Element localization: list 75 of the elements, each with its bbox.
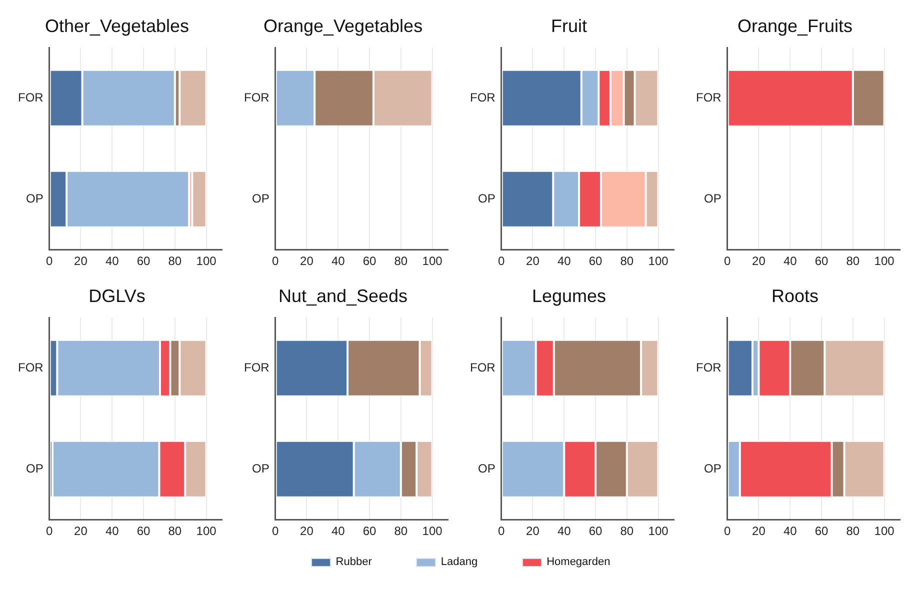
x-tick-label: 20: [300, 254, 314, 268]
y-tick-label: OP: [26, 461, 44, 476]
x-tick-label: 20: [74, 524, 88, 538]
x-tick-label: 40: [331, 524, 346, 538]
legend-label: Rubber: [336, 556, 372, 568]
x-tick-label: 60: [814, 254, 829, 268]
x-tick-label: 40: [557, 524, 572, 538]
x-tick-label: 80: [168, 254, 182, 268]
y-tick-label: OP: [704, 461, 722, 476]
x-tick-label: 60: [136, 254, 151, 268]
x-tick-label: 40: [783, 254, 798, 268]
x-tick-label: 40: [105, 524, 120, 538]
y-tick-label: OP: [252, 191, 270, 206]
x-tick-label: 100: [196, 524, 217, 538]
legend-label: Ladang: [440, 556, 478, 568]
y-tick-label: OP: [478, 461, 496, 476]
y-tick-label: FOR: [696, 90, 722, 104]
y-tick-label: OP: [704, 191, 722, 206]
x-tick-label: 0: [724, 254, 731, 268]
x-tick-label: 0: [498, 254, 505, 268]
x-tick-label: 0: [46, 254, 53, 268]
x-tick-label: 40: [105, 254, 120, 268]
x-tick-label: 60: [136, 524, 151, 538]
x-tick-label: 80: [394, 524, 408, 538]
y-tick-label: OP: [26, 191, 44, 206]
x-tick-label: 20: [752, 524, 766, 538]
y-tick-label: OP: [478, 191, 496, 206]
chart-title: Orange_Fruits: [737, 16, 853, 36]
x-tick-label: 80: [168, 524, 182, 538]
x-tick-label: 20: [74, 254, 88, 268]
x-tick-label: 60: [814, 524, 829, 538]
x-tick-label: 100: [422, 524, 443, 538]
y-tick-label: FOR: [696, 360, 722, 374]
x-tick-label: 0: [724, 524, 731, 538]
x-tick-label: 80: [394, 254, 408, 268]
chart-title: Legumes: [532, 286, 606, 306]
x-tick-label: 20: [300, 524, 314, 538]
legend-label: Homegarden: [546, 556, 610, 568]
y-tick-label: FOR: [244, 360, 270, 374]
x-tick-label: 0: [46, 524, 53, 538]
x-tick-label: 40: [331, 254, 346, 268]
x-tick-label: 100: [196, 254, 217, 268]
x-tick-label: 40: [557, 254, 572, 268]
y-tick-label: FOR: [244, 90, 270, 104]
x-tick-label: 60: [588, 524, 603, 538]
x-tick-label: 0: [272, 524, 279, 538]
x-tick-label: 100: [874, 254, 895, 268]
chart-title: Roots: [771, 286, 819, 306]
y-tick-label: FOR: [18, 360, 44, 374]
chart-title: Orange_Vegetables: [263, 16, 423, 36]
x-tick-label: 80: [620, 524, 634, 538]
chart-title: Fruit: [551, 16, 587, 36]
x-tick-label: 80: [846, 524, 860, 538]
y-tick-label: FOR: [18, 90, 44, 104]
chart-title: Nut_and_Seeds: [278, 286, 408, 306]
y-tick-label: FOR: [470, 360, 496, 374]
x-tick-label: 60: [362, 254, 377, 268]
x-tick-label: 60: [362, 524, 377, 538]
x-tick-label: 80: [620, 254, 634, 268]
x-tick-label: 0: [498, 524, 505, 538]
chart-title: DGLVs: [88, 286, 146, 306]
x-tick-label: 20: [526, 254, 540, 268]
x-tick-label: 100: [648, 524, 669, 538]
x-tick-label: 20: [752, 254, 766, 268]
x-tick-label: 100: [422, 254, 443, 268]
x-tick-label: 100: [874, 524, 895, 538]
x-tick-label: 20: [526, 524, 540, 538]
chart-title: Other_Vegetables: [44, 16, 190, 36]
x-tick-label: 40: [783, 524, 798, 538]
y-tick-label: OP: [252, 461, 270, 476]
x-tick-label: 100: [648, 254, 669, 268]
x-tick-label: 60: [588, 254, 603, 268]
x-tick-label: 0: [272, 254, 279, 268]
y-tick-label: FOR: [470, 90, 496, 104]
x-tick-label: 80: [846, 254, 860, 268]
